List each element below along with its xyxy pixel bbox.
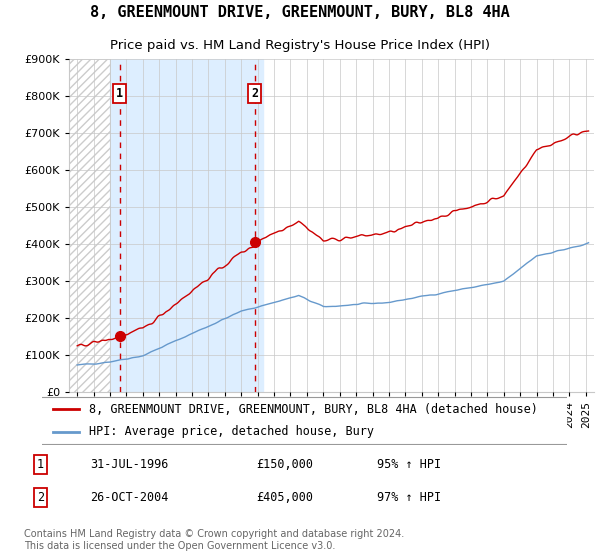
Text: 26-OCT-2004: 26-OCT-2004 [90,491,169,503]
Text: 1: 1 [116,87,123,100]
Text: 8, GREENMOUNT DRIVE, GREENMOUNT, BURY, BL8 4HA (detached house): 8, GREENMOUNT DRIVE, GREENMOUNT, BURY, B… [89,403,538,416]
Bar [69,59,110,392]
Bar [110,59,263,392]
Text: 95% ↑ HPI: 95% ↑ HPI [377,458,442,471]
Text: 1: 1 [37,458,44,471]
Text: 97% ↑ HPI: 97% ↑ HPI [377,491,442,503]
Text: £405,000: £405,000 [256,491,313,503]
Text: £150,000: £150,000 [256,458,313,471]
Text: 31-JUL-1996: 31-JUL-1996 [90,458,169,471]
Text: 2: 2 [37,491,44,503]
FancyBboxPatch shape [40,398,569,444]
Text: 2: 2 [251,87,258,100]
Bar [69,59,110,392]
Text: Contains HM Land Registry data © Crown copyright and database right 2024.
This d: Contains HM Land Registry data © Crown c… [24,529,404,550]
Text: HPI: Average price, detached house, Bury: HPI: Average price, detached house, Bury [89,426,374,438]
Text: 8, GREENMOUNT DRIVE, GREENMOUNT, BURY, BL8 4HA: 8, GREENMOUNT DRIVE, GREENMOUNT, BURY, B… [90,6,510,20]
Text: Price paid vs. HM Land Registry's House Price Index (HPI): Price paid vs. HM Land Registry's House … [110,39,490,53]
